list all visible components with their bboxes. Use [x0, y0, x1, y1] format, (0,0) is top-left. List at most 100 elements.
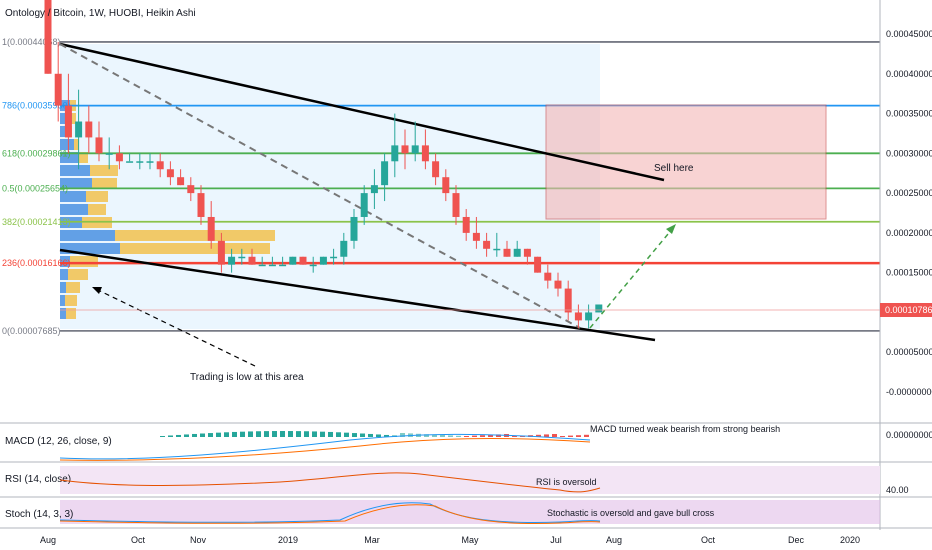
candle-body: [340, 240, 348, 257]
price-tick-label: 0.00015000: [886, 268, 932, 278]
candle-body: [554, 280, 562, 289]
macd-histogram-bar: [216, 432, 221, 437]
stoch-d-line: [59, 504, 601, 524]
time-tick-label: Oct: [131, 535, 146, 545]
candle-body: [432, 161, 440, 178]
time-tick-label: Dec: [788, 535, 805, 545]
stoch-band: [60, 500, 880, 524]
rsi-label: RSI (14, close): [5, 474, 71, 485]
macd-histogram-bar: [448, 435, 453, 437]
price-tick-label: 0.00020000: [886, 228, 932, 238]
candle-body: [421, 145, 429, 162]
sell-here-note: Sell here: [654, 163, 694, 174]
macd-histogram-bar: [336, 432, 341, 437]
candle-body: [228, 256, 236, 265]
volume-bar-up: [60, 243, 120, 254]
macd-histogram-bar: [584, 434, 589, 437]
rsi-note: RSI is oversold: [536, 477, 597, 487]
macd-histogram-bar: [200, 433, 205, 437]
current-price-value: 0.00010786: [885, 305, 932, 315]
price-tick-label: 0.00045000: [886, 29, 932, 39]
macd-histogram-bar: [184, 434, 189, 437]
candle-body: [238, 256, 246, 259]
time-tick-label: Mar: [364, 535, 380, 545]
macd-histogram-bar: [456, 435, 461, 437]
volume-bar-down: [72, 113, 76, 124]
candle-body: [330, 256, 338, 259]
candle-body: [268, 264, 276, 267]
price-tick-label: 0.00035000: [886, 109, 932, 119]
volume-bar-up: [60, 269, 68, 280]
fib-label-0.382: 382(0.00021413): [2, 217, 71, 227]
candle-body: [85, 121, 93, 138]
macd-line: [59, 433, 591, 460]
macd-histogram-bar: [344, 432, 349, 437]
macd-signal-line: [59, 438, 591, 461]
volume-bar-down: [90, 165, 118, 176]
volume-bar-up: [60, 230, 115, 241]
fib-label-0.236: 236(0.00016166): [2, 258, 71, 268]
macd-histogram-bar: [560, 436, 565, 437]
candle-body: [146, 161, 154, 163]
upper-trendline: [59, 42, 665, 182]
sell-zone-box: [545, 104, 827, 220]
volume-bar-up: [60, 139, 74, 150]
candle-body: [523, 248, 531, 257]
candle-body: [483, 240, 491, 249]
candle-body: [95, 137, 103, 154]
volume-bar-down: [120, 243, 270, 254]
fib-label-0.5: 0.5(0.00025654): [2, 183, 68, 193]
candle-body: [534, 256, 542, 273]
volume-bar-down: [115, 230, 275, 241]
volume-bar-down: [74, 139, 79, 150]
candle-body: [115, 153, 123, 162]
macd-histogram-bar: [536, 434, 541, 437]
candle-body: [370, 185, 378, 194]
stoch-label: Stoch (14, 3, 3): [5, 509, 73, 520]
macd-histogram-bar: [488, 434, 493, 437]
price-tick-label: 0.00040000: [886, 69, 932, 79]
candle-body: [309, 264, 317, 267]
volume-bar-up: [60, 256, 70, 267]
candle-body: [472, 232, 480, 241]
macd-histogram-bar: [328, 431, 333, 437]
macd-histogram-bar: [432, 434, 437, 437]
low-trading-arrow: [97, 289, 256, 367]
candle-body: [360, 193, 368, 217]
candle-body: [156, 161, 164, 170]
price-tick-label: 0.00005000: [886, 347, 932, 357]
current-price-tag: [880, 303, 932, 317]
volume-bar-down: [70, 256, 98, 267]
trading-low-note: Trading is low at this area: [190, 372, 304, 383]
candle-body: [299, 256, 307, 265]
time-tick-label: May: [461, 535, 479, 545]
rsi-axis-value: 40.00: [886, 485, 909, 495]
volume-bar-down: [86, 191, 108, 202]
price-axis[interactable]: 0.00045000 0.00040000 0.00035000 0.00030000…: [886, 29, 932, 397]
candles: [44, 0, 603, 329]
fib-label-0.786: 786(0.00035960): [2, 101, 71, 111]
macd-histogram-bar: [472, 435, 477, 437]
macd-histogram-bar: [176, 434, 181, 437]
candle-body: [136, 161, 144, 163]
macd-histogram-bar: [544, 434, 549, 437]
candle-body: [564, 288, 572, 313]
price-tick-label: -0.00000000: [886, 387, 932, 397]
macd-histogram-bar: [568, 435, 573, 437]
macd-histogram-bar: [496, 434, 501, 437]
macd-histogram-bar: [480, 435, 485, 437]
candle-body: [75, 121, 83, 138]
candle-body: [319, 256, 327, 265]
macd-histogram-bar: [280, 431, 285, 437]
macd-histogram-bar: [264, 431, 269, 437]
candle-body: [187, 185, 195, 194]
macd-label: MACD (12, 26, close, 9): [5, 436, 112, 447]
macd-histogram-bar: [552, 434, 557, 437]
time-axis[interactable]: Aug Oct Nov 2019 Mar May Jul Aug Oct Dec 2020: [40, 535, 860, 545]
macd-histogram-bar: [352, 433, 357, 437]
macd-histogram-bar: [440, 435, 445, 437]
time-tick-label: Aug: [606, 535, 622, 545]
candle-body: [177, 177, 185, 186]
time-tick-label: 2019: [278, 535, 298, 545]
candle-body: [126, 161, 134, 163]
